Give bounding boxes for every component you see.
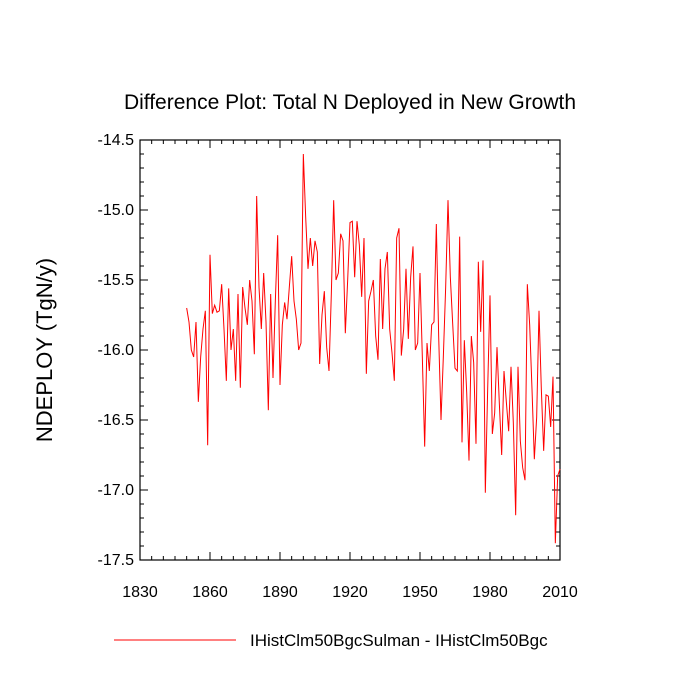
y-tick-label: -16.0 <box>98 342 135 359</box>
y-axis-label: NDEPLOY (TgN/y) <box>32 258 57 442</box>
y-tick-label: -14.5 <box>98 132 135 149</box>
x-axis: 1830 1860 1890 1920 1950 1980 2010 <box>122 140 578 601</box>
chart-title: Difference Plot: Total N Deployed in New… <box>124 91 576 114</box>
y-tick-label: -17.0 <box>98 482 135 499</box>
legend-label: IHistClm50BgcSulman - IHistClm50Bgc <box>250 631 548 650</box>
x-tick-label: 1860 <box>192 584 228 601</box>
y-tick-label: -15.0 <box>98 202 135 219</box>
legend: IHistClm50BgcSulman - IHistClm50Bgc <box>114 631 548 650</box>
series-layer <box>186 153 561 544</box>
y-axis: -14.5 -15.0 -15.5 -16.0 -16.5 -17.0 -17.5 <box>98 132 560 569</box>
y-tick-label: -17.5 <box>98 552 135 569</box>
x-tick-label: 1890 <box>262 584 298 601</box>
x-tick-label: 1920 <box>332 584 368 601</box>
x-tick-label: 2010 <box>542 584 578 601</box>
x-tick-label: 1980 <box>472 584 508 601</box>
x-tick-label: 1950 <box>402 584 438 601</box>
y-tick-label: -15.5 <box>98 272 135 289</box>
y-tick-label: -16.5 <box>98 412 135 429</box>
series-line <box>186 153 561 544</box>
x-tick-label: 1830 <box>122 584 158 601</box>
